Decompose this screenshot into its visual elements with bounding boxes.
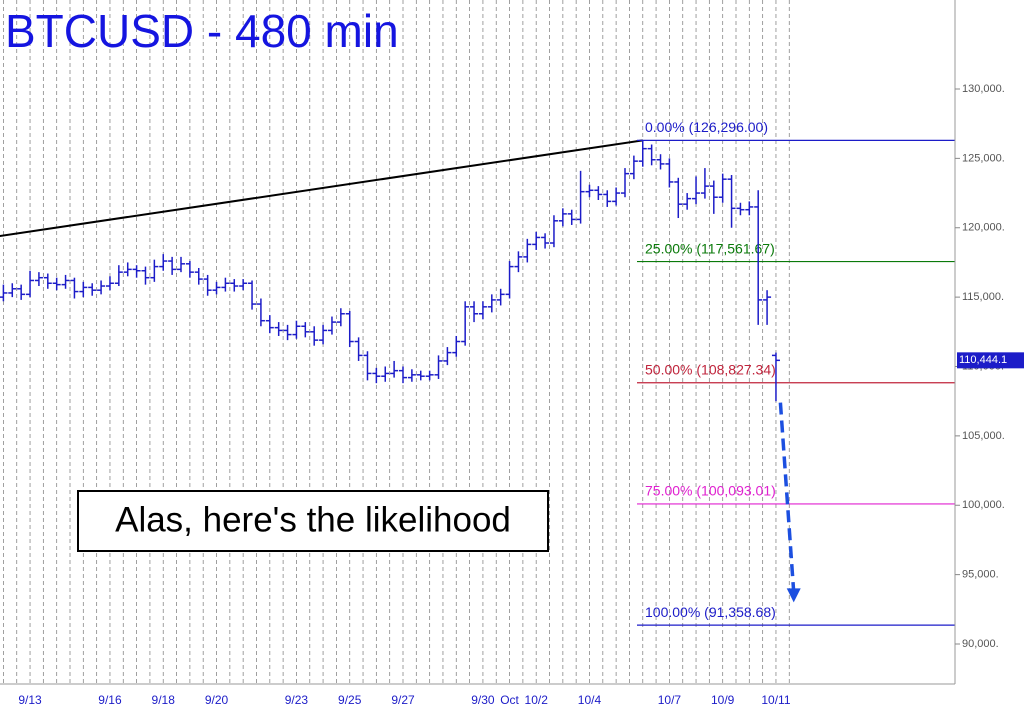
projection-arrow — [778, 402, 796, 593]
x-tick-label: 10/11 — [761, 693, 790, 707]
x-tick-label: 9/16 — [98, 693, 122, 707]
x-tick-label: 9/23 — [285, 693, 309, 707]
x-tick-label: Oct — [500, 693, 519, 707]
x-tick-label: 10/7 — [658, 693, 682, 707]
x-tick-label: 9/20 — [205, 693, 229, 707]
x-tick-label: 10/9 — [711, 693, 735, 707]
fib-label: 50.00% (108,827.34) — [645, 361, 776, 377]
last-price-label: 110,444.1 — [959, 354, 1007, 366]
trendline — [0, 139, 643, 237]
arrow-head — [786, 588, 801, 603]
x-tick-label: 10/2 — [525, 693, 549, 707]
y-tick-label: 90,000. — [962, 638, 999, 650]
fib-label: 100.00% (91,358.68) — [645, 604, 776, 620]
x-tick-label: 9/25 — [338, 693, 362, 707]
x-tick-label: 9/18 — [152, 693, 176, 707]
x-tick-label: 9/13 — [18, 693, 42, 707]
x-tick-label: 10/4 — [578, 693, 602, 707]
y-tick-label: 105,000. — [962, 430, 1005, 442]
fib-label: 25.00% (117,561.67) — [645, 240, 775, 256]
annotation-box — [77, 490, 549, 552]
fib-label: 0.00% (126,296.00) — [645, 119, 768, 135]
y-tick-label: 120,000. — [962, 222, 1005, 234]
fib-label: 75.00% (100,093.01) — [645, 483, 776, 499]
chart-title: BTCUSD - 480 min — [5, 5, 399, 57]
y-tick-label: 115,000. — [962, 291, 1004, 303]
x-tick-label: 9/30 — [471, 693, 495, 707]
last-price-box — [957, 352, 1024, 369]
y-tick-label: 130,000. — [962, 83, 1005, 95]
y-tick-label: 125,000. — [962, 152, 1005, 164]
y-tick-label: 95,000. — [962, 569, 999, 581]
annotation: Alas, here's the likelihood — [115, 500, 511, 539]
x-tick-label: 9/27 — [391, 693, 415, 707]
y-tick-label: 100,000. — [962, 499, 1005, 511]
